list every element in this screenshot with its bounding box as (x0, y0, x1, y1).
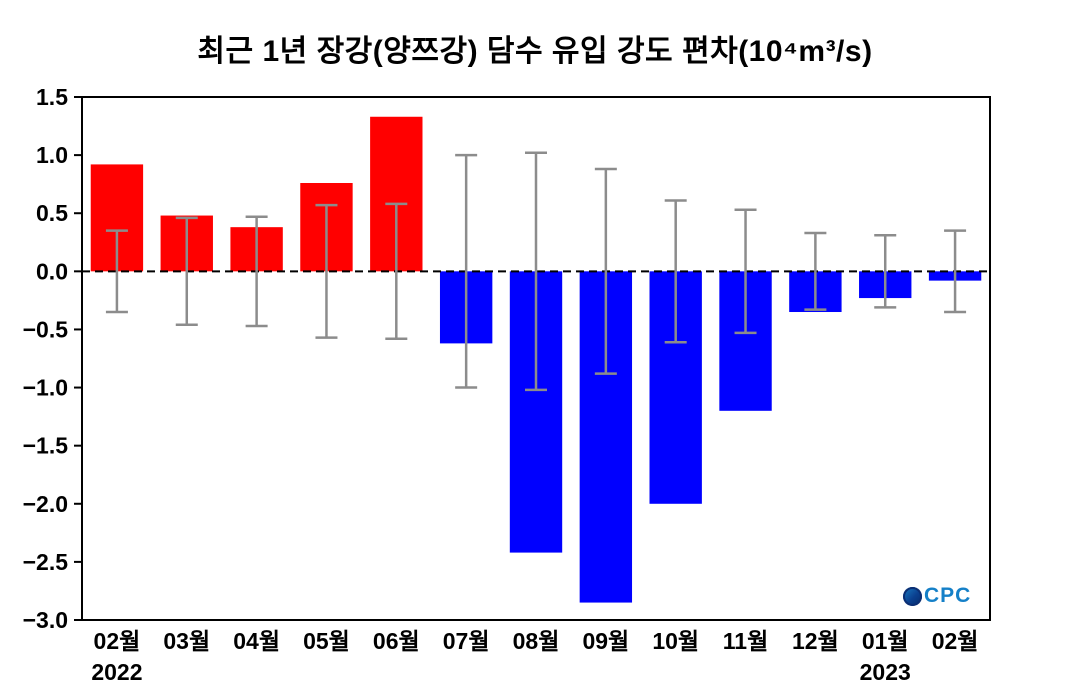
x-tick-label: 01월 (862, 628, 909, 654)
x-tick-label: 07월 (443, 628, 490, 654)
year-label: 2022 (91, 659, 142, 685)
y-tick-label: −2.0 (23, 491, 68, 517)
year-label: 2023 (860, 659, 911, 685)
x-tick-label: 02월 (932, 628, 979, 654)
x-tick-label: 08월 (513, 628, 560, 654)
y-tick-label: 1.5 (36, 84, 68, 110)
x-tick-label: 04월 (233, 628, 280, 654)
chart-title: 최근 1년 장강(양쯔강) 담수 유입 강도 편차(10⁴m³/s) (197, 35, 873, 68)
x-tick-label: 10월 (652, 628, 699, 654)
y-tick-label: 0.0 (36, 258, 68, 284)
x-tick-label: 03월 (163, 628, 210, 654)
x-tick-label: 11월 (723, 628, 768, 654)
y-tick-label: −2.5 (23, 549, 69, 575)
x-tick-label: 06월 (373, 628, 420, 654)
y-tick-label: −0.5 (23, 316, 69, 342)
y-tick-label: −1.5 (23, 433, 69, 459)
x-tick-label: 05월 (303, 628, 350, 654)
globe-icon (903, 586, 922, 606)
x-tick-label: 09월 (582, 628, 629, 654)
y-tick-label: 1.0 (36, 142, 68, 168)
x-tick-label: 12월 (792, 628, 839, 654)
x-tick-label: 02월 (94, 628, 141, 654)
y-tick-label: −3.0 (23, 607, 68, 633)
y-tick-label: 0.5 (36, 200, 68, 226)
ocpc-logo: CPC (903, 584, 971, 608)
y-tick-label: −1.0 (23, 375, 68, 401)
logo-text: CPC (924, 584, 972, 607)
